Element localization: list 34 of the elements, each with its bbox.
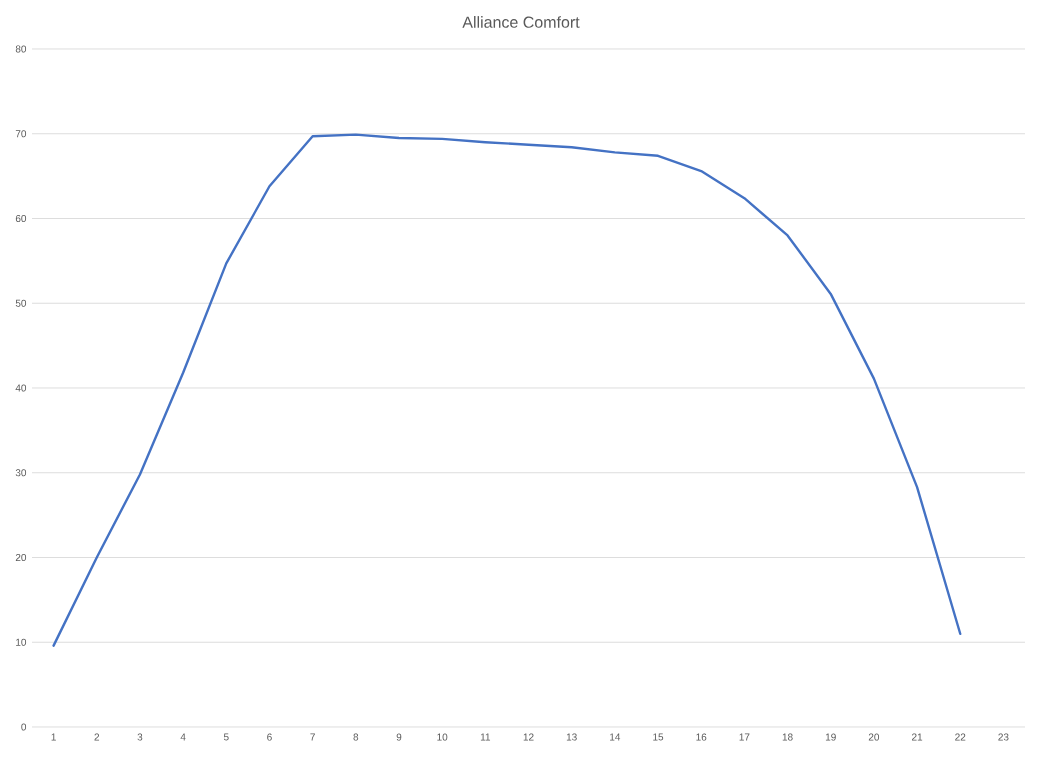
x-tick-label: 9 bbox=[396, 733, 402, 741]
line-series bbox=[52, 133, 962, 647]
x-tick-label: 4 bbox=[180, 733, 186, 741]
y-tick-label: 10 bbox=[16, 638, 27, 646]
y-tick-label: 20 bbox=[15, 553, 27, 562]
x-tick-label: 15 bbox=[653, 733, 664, 741]
chart-title: Alliance Comfort bbox=[462, 16, 580, 28]
x-tick-label: 22 bbox=[955, 733, 966, 741]
y-tick-label: 40 bbox=[15, 384, 27, 392]
x-tick-label: 18 bbox=[782, 733, 793, 741]
x-tick-label: 20 bbox=[868, 733, 880, 741]
x-tick-label: 21 bbox=[912, 733, 923, 741]
x-tick-label: 12 bbox=[523, 733, 534, 741]
y-tick-label: 80 bbox=[15, 45, 27, 53]
x-tick-label: 6 bbox=[267, 733, 272, 741]
y-tick-label: 70 bbox=[15, 130, 27, 138]
y-tick-label: 30 bbox=[15, 469, 27, 477]
y-tick-label: 60 bbox=[15, 214, 27, 223]
x-tick-label: 17 bbox=[739, 733, 750, 741]
x-tick-label: 23 bbox=[998, 733, 1009, 741]
y-tick-label: 50 bbox=[15, 299, 27, 307]
x-tick-label: 11 bbox=[480, 733, 491, 741]
x-tick-label: 2 bbox=[94, 733, 100, 741]
x-tick-label: 13 bbox=[566, 733, 577, 741]
x-tick-label: 7 bbox=[310, 733, 315, 741]
x-tick-label: 10 bbox=[437, 733, 448, 741]
x-tick-label: 19 bbox=[825, 733, 836, 741]
x-tick-label: 8 bbox=[353, 733, 359, 741]
x-tick-label: 5 bbox=[223, 733, 229, 741]
x-tick-label: 1 bbox=[51, 733, 56, 741]
y-tick-label: 0 bbox=[21, 723, 27, 731]
x-tick-label: 14 bbox=[610, 733, 621, 741]
x-tick-label: 3 bbox=[137, 733, 143, 741]
x-tick-label: 16 bbox=[696, 733, 707, 741]
